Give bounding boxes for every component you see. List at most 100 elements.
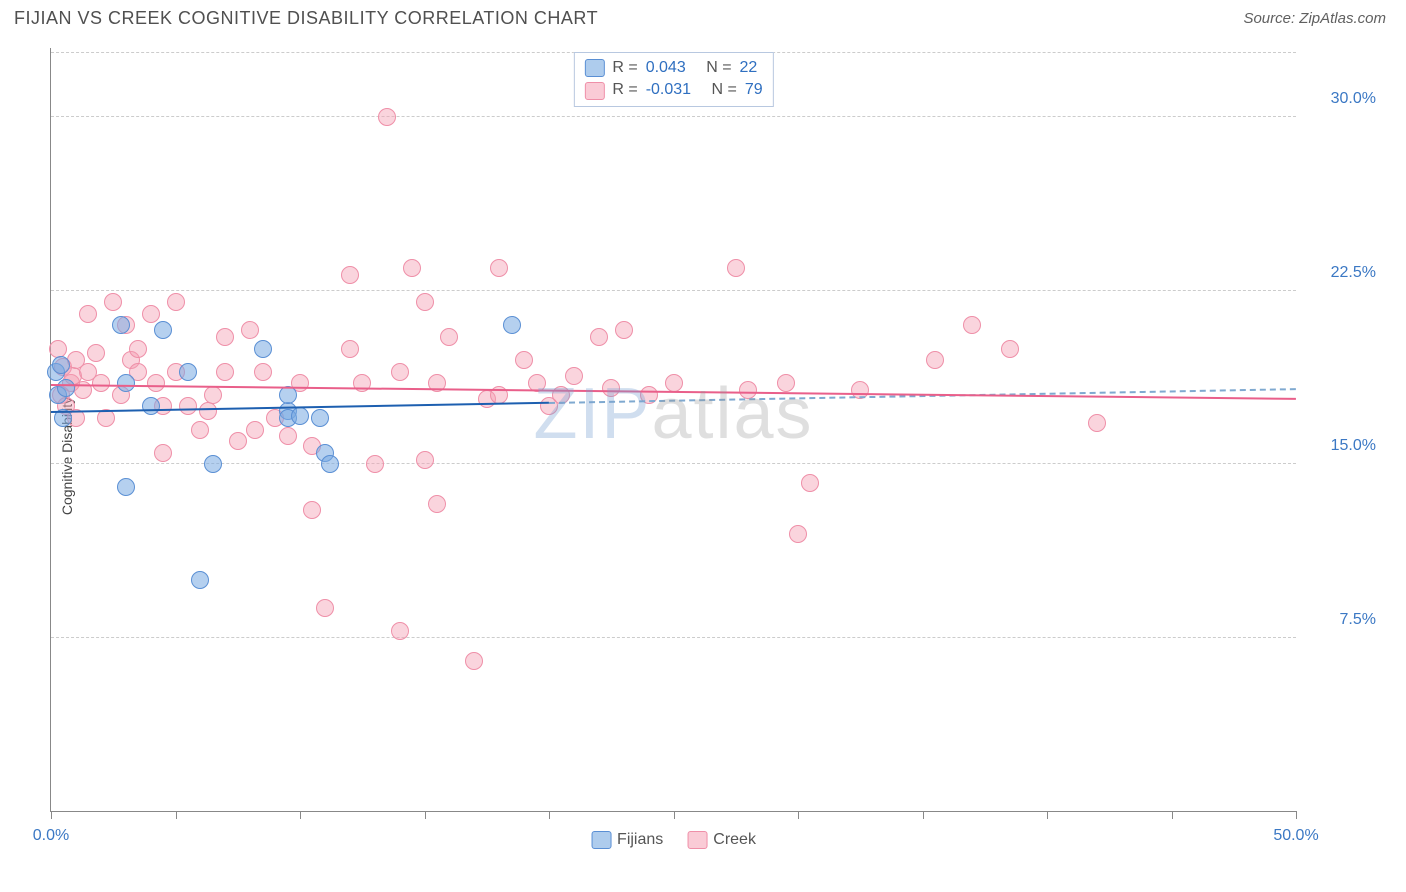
x-tick-label: 50.0% xyxy=(1273,827,1318,845)
data-point-fijians xyxy=(154,321,172,339)
data-point-creek xyxy=(92,374,110,392)
legend-row-fijians: R = 0.043 N = 22 xyxy=(584,57,762,79)
gridline xyxy=(51,290,1296,291)
x-tick xyxy=(51,811,52,819)
source-label: Source: ZipAtlas.com xyxy=(1243,10,1386,27)
data-point-creek xyxy=(615,321,633,339)
data-point-creek xyxy=(316,599,334,617)
y-tick-label: 22.5% xyxy=(1306,264,1376,282)
legend-item-creek: Creek xyxy=(687,831,756,849)
data-point-creek xyxy=(727,259,745,277)
data-point-creek xyxy=(391,622,409,640)
data-point-fijians xyxy=(57,379,75,397)
data-point-fijians xyxy=(291,407,309,425)
gridline xyxy=(51,116,1296,117)
y-tick-label: 15.0% xyxy=(1306,437,1376,455)
x-tick xyxy=(176,811,177,819)
gridline xyxy=(51,637,1296,638)
data-point-creek xyxy=(416,293,434,311)
y-tick-label: 7.5% xyxy=(1306,611,1376,629)
data-point-creek xyxy=(926,351,944,369)
data-point-creek xyxy=(353,374,371,392)
data-point-creek xyxy=(590,328,608,346)
data-point-creek xyxy=(129,340,147,358)
data-point-creek xyxy=(216,363,234,381)
x-tick xyxy=(1296,811,1297,819)
creek-n-value: 79 xyxy=(745,79,763,101)
data-point-fijians xyxy=(142,397,160,415)
creek-r-value: -0.031 xyxy=(646,79,691,101)
legend-item-fijians: Fijians xyxy=(591,831,663,849)
data-point-creek xyxy=(428,495,446,513)
data-point-creek xyxy=(216,328,234,346)
gridline xyxy=(51,463,1296,464)
x-tick xyxy=(923,811,924,819)
data-point-creek xyxy=(303,501,321,519)
data-point-creek xyxy=(440,328,458,346)
data-point-fijians xyxy=(191,571,209,589)
n-label: N = xyxy=(712,79,737,101)
data-point-creek xyxy=(1001,340,1019,358)
r-label: R = xyxy=(612,57,637,79)
data-point-fijians xyxy=(112,316,130,334)
x-tick xyxy=(1047,811,1048,819)
data-point-creek xyxy=(465,652,483,670)
n-label: N = xyxy=(706,57,731,79)
data-point-fijians xyxy=(117,478,135,496)
data-point-creek xyxy=(254,363,272,381)
data-point-creek xyxy=(490,259,508,277)
x-tick xyxy=(798,811,799,819)
swatch-pink-icon xyxy=(584,82,604,100)
r-label: R = xyxy=(612,79,637,101)
data-point-fijians xyxy=(179,363,197,381)
swatch-pink-icon xyxy=(687,831,707,849)
data-point-creek xyxy=(739,381,757,399)
legend-row-creek: R = -0.031 N = 79 xyxy=(584,79,762,101)
data-point-creek xyxy=(416,451,434,469)
data-point-creek xyxy=(179,397,197,415)
data-point-creek xyxy=(147,374,165,392)
chart-container: Cognitive Disability ZIPatlas R = 0.043 … xyxy=(14,40,1386,872)
data-point-creek xyxy=(104,293,122,311)
x-tick-label: 0.0% xyxy=(33,827,69,845)
data-point-creek xyxy=(602,379,620,397)
data-point-fijians xyxy=(204,455,222,473)
x-tick xyxy=(549,811,550,819)
fijians-n-value: 22 xyxy=(740,57,758,79)
data-point-fijians xyxy=(321,455,339,473)
data-point-creek xyxy=(665,374,683,392)
x-tick xyxy=(674,811,675,819)
legend-series: Fijians Creek xyxy=(591,831,756,849)
data-point-creek xyxy=(79,305,97,323)
x-tick xyxy=(1172,811,1173,819)
data-point-creek xyxy=(279,427,297,445)
swatch-blue-icon xyxy=(591,831,611,849)
data-point-creek xyxy=(391,363,409,381)
data-point-creek xyxy=(1088,414,1106,432)
x-tick xyxy=(300,811,301,819)
data-point-creek xyxy=(801,474,819,492)
data-point-fijians xyxy=(52,356,70,374)
data-point-fijians xyxy=(311,409,329,427)
data-point-creek xyxy=(341,340,359,358)
data-point-creek xyxy=(789,525,807,543)
data-point-creek xyxy=(777,374,795,392)
data-point-creek xyxy=(142,305,160,323)
legend-label-fijians: Fijians xyxy=(617,831,663,849)
data-point-creek xyxy=(199,402,217,420)
chart-title: FIJIAN VS CREEK COGNITIVE DISABILITY COR… xyxy=(14,8,598,29)
y-tick-label: 30.0% xyxy=(1306,90,1376,108)
fijians-r-value: 0.043 xyxy=(646,57,686,79)
plot-area: ZIPatlas R = 0.043 N = 22 R = -0.031 N =… xyxy=(50,48,1296,812)
data-point-creek xyxy=(515,351,533,369)
data-point-creek xyxy=(154,444,172,462)
data-point-creek xyxy=(167,293,185,311)
data-point-fijians xyxy=(503,316,521,334)
data-point-creek xyxy=(565,367,583,385)
swatch-blue-icon xyxy=(584,59,604,77)
x-tick xyxy=(425,811,426,819)
data-point-creek xyxy=(229,432,247,450)
data-point-creek xyxy=(366,455,384,473)
data-point-creek xyxy=(341,266,359,284)
data-point-creek xyxy=(204,386,222,404)
